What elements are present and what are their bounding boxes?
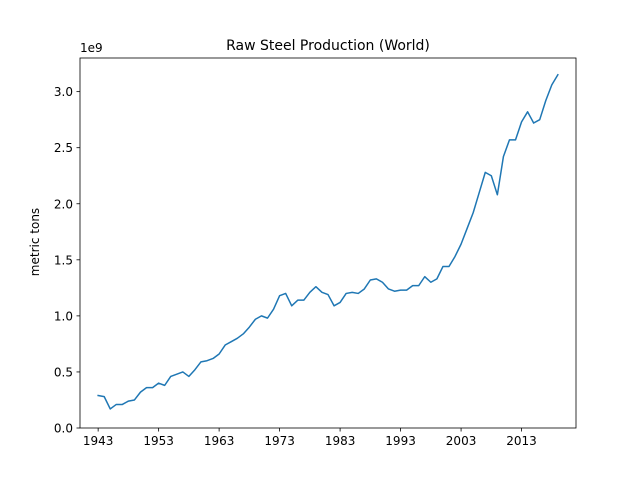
x-tick-label: 1983 [325, 434, 356, 448]
y-tick-label: 3.0 [54, 85, 73, 99]
plot-area [79, 57, 577, 429]
y-tick-label: 1.0 [54, 309, 73, 323]
y-axis-ticks: 0.0 0.5 1.0 1.5 2.0 2.5 3.0 [54, 85, 80, 436]
y-axis-label: metric tons [28, 208, 42, 276]
chart-title: Raw Steel Production (World) [226, 38, 430, 54]
x-tick-label: 1963 [204, 434, 235, 448]
x-tick-label: 1993 [385, 434, 416, 448]
y-tick-label: 1.5 [54, 253, 73, 267]
x-tick-label: 1973 [264, 434, 295, 448]
x-tick-label: 1953 [143, 434, 174, 448]
y-tick-label: 0.0 [54, 422, 73, 436]
y-tick-label: 2.0 [54, 197, 73, 211]
series-line-0 [97, 73, 559, 410]
x-tick-label: 1943 [83, 434, 114, 448]
x-axis-ticks: 1943 1953 1963 1973 1983 1993 2003 2013 [83, 428, 537, 448]
x-tick-label: 2003 [446, 434, 477, 448]
y-tick-label: 2.5 [54, 141, 73, 155]
axes-frame [79, 57, 577, 429]
y-axis-offset-label: 1e9 [80, 41, 103, 55]
x-tick-label: 2013 [506, 434, 537, 448]
y-tick-label: 0.5 [54, 365, 73, 379]
